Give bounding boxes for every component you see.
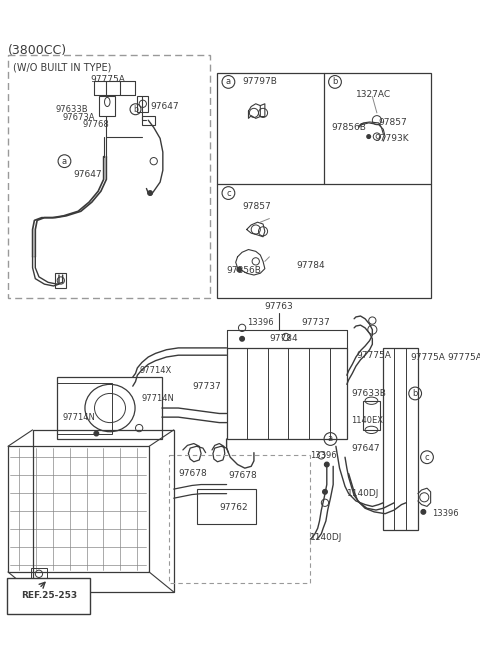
Text: 97762: 97762 — [219, 503, 248, 512]
Text: b: b — [133, 104, 138, 114]
Bar — [8, 446, 149, 572]
Bar — [31, 568, 47, 579]
Bar — [227, 348, 347, 439]
Text: 97647: 97647 — [150, 102, 179, 111]
Text: (3800CC): (3800CC) — [8, 44, 67, 57]
Text: a: a — [328, 434, 333, 443]
Text: 97856B: 97856B — [227, 266, 262, 275]
Circle shape — [148, 191, 152, 195]
Text: 97714N: 97714N — [142, 394, 175, 404]
Text: 97856B: 97856B — [331, 123, 366, 132]
Bar — [33, 430, 174, 592]
Text: b: b — [412, 389, 418, 398]
Bar — [363, 401, 380, 430]
Text: 97678: 97678 — [228, 471, 257, 480]
Text: 97714N: 97714N — [62, 413, 96, 422]
Text: 97763: 97763 — [265, 302, 294, 311]
Text: 97647: 97647 — [73, 170, 102, 180]
Text: 97784: 97784 — [297, 261, 325, 270]
Circle shape — [240, 336, 244, 341]
Text: 97633B: 97633B — [351, 389, 386, 398]
Circle shape — [324, 462, 329, 467]
Text: REF.25-253: REF.25-253 — [21, 591, 77, 600]
Text: 97797B: 97797B — [242, 78, 277, 86]
Text: 1327AC: 1327AC — [356, 90, 391, 99]
Text: 97775A: 97775A — [410, 353, 445, 362]
Circle shape — [237, 267, 241, 272]
Bar — [57, 377, 162, 439]
Text: 13396: 13396 — [432, 509, 459, 518]
Text: 97737: 97737 — [192, 381, 221, 390]
Bar — [196, 489, 256, 524]
Text: 97857: 97857 — [379, 118, 408, 127]
Bar — [137, 95, 148, 112]
Text: 1140DJ: 1140DJ — [347, 489, 379, 498]
Text: 97857: 97857 — [242, 202, 271, 211]
Text: 13396: 13396 — [247, 318, 273, 327]
Text: 97714X: 97714X — [139, 366, 171, 375]
Bar — [57, 383, 112, 434]
Text: a: a — [226, 78, 231, 86]
Text: c: c — [226, 189, 231, 198]
Text: 13396: 13396 — [311, 451, 337, 460]
Text: 1140DJ: 1140DJ — [311, 533, 343, 542]
Text: (W/O BUILT IN TYPE): (W/O BUILT IN TYPE) — [13, 63, 112, 72]
Text: 97775A: 97775A — [91, 74, 126, 84]
Bar — [99, 95, 116, 116]
Circle shape — [367, 135, 371, 138]
Text: 97775A: 97775A — [356, 351, 391, 360]
Text: 1140EX: 1140EX — [351, 416, 384, 425]
Text: 97678: 97678 — [179, 469, 207, 478]
Bar — [55, 273, 66, 288]
Text: 97673A: 97673A — [62, 113, 95, 122]
Text: c: c — [425, 453, 429, 462]
Circle shape — [323, 490, 327, 494]
Text: 97784: 97784 — [269, 334, 298, 343]
Bar — [169, 455, 311, 583]
Bar — [8, 55, 210, 298]
Bar — [217, 73, 431, 298]
Bar — [142, 116, 155, 125]
Bar — [383, 348, 418, 530]
Text: 97737: 97737 — [301, 318, 330, 327]
Text: b: b — [332, 78, 338, 86]
Text: 97647: 97647 — [351, 443, 380, 453]
Text: 97793K: 97793K — [374, 134, 409, 143]
Text: 97775A: 97775A — [447, 353, 480, 362]
Text: 97633B: 97633B — [55, 104, 88, 114]
Circle shape — [94, 431, 98, 436]
Text: a: a — [62, 157, 67, 166]
Text: 97768: 97768 — [83, 120, 109, 129]
Circle shape — [421, 509, 426, 514]
